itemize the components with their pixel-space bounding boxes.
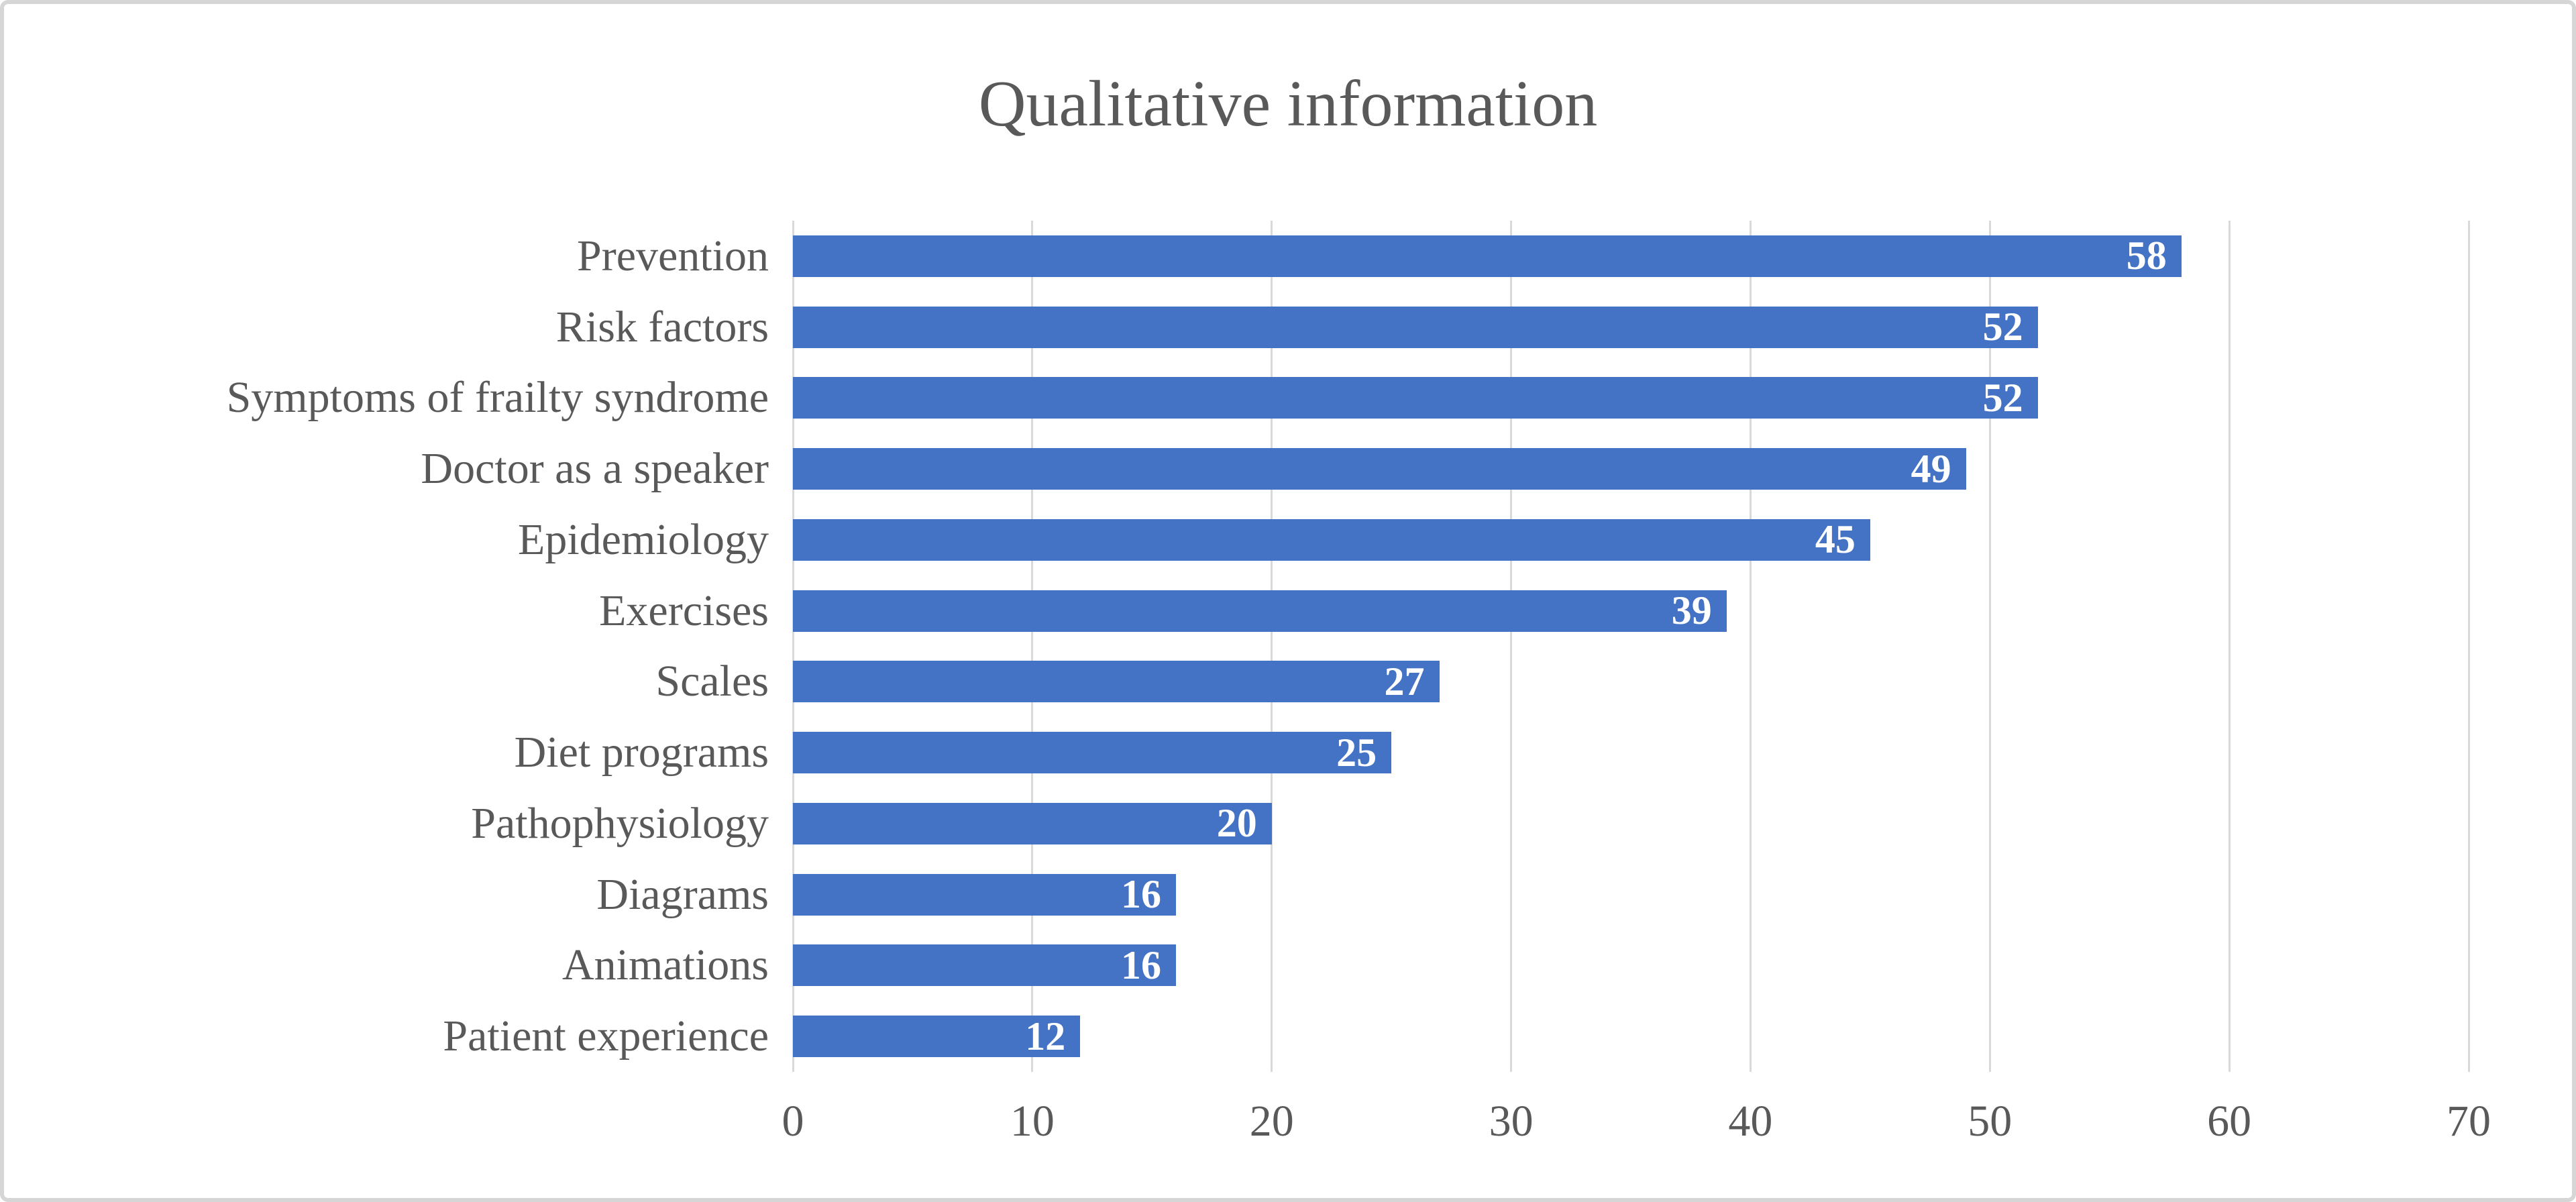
bar: 12 — [793, 1014, 1081, 1058]
x-tick-label: 70 — [2447, 1097, 2491, 1146]
category-label: Doctor as a speaker — [421, 444, 769, 494]
gridline — [1031, 221, 1034, 1072]
value-label: 58 — [2126, 233, 2167, 278]
value-label: 52 — [1982, 305, 2023, 349]
value-label: 16 — [1120, 942, 1161, 987]
category-label: Diagrams — [596, 869, 769, 919]
category-label: Diet programs — [514, 728, 769, 777]
category-label: Animations — [562, 940, 769, 990]
bar: 25 — [793, 730, 1392, 775]
category-label: Risk factors — [555, 302, 769, 351]
category-label: Epidemiology — [518, 514, 769, 564]
x-tick-label: 10 — [1010, 1097, 1055, 1146]
bar: 27 — [793, 659, 1440, 704]
bar: 52 — [793, 375, 2038, 420]
plot-area: 58 52 52 49 45 39 27 25 20 16 16 12 — [792, 221, 2470, 1072]
bar: 45 — [793, 517, 1870, 562]
x-tick-label: 0 — [782, 1097, 804, 1146]
value-label: 25 — [1336, 730, 1377, 775]
bar: 52 — [793, 305, 2038, 349]
value-label: 45 — [1815, 517, 1856, 562]
bar: 39 — [793, 588, 1727, 633]
value-label: 16 — [1120, 872, 1161, 917]
gridline — [1510, 221, 1513, 1072]
gridline — [2228, 221, 2231, 1072]
category-label: Pathophysiology — [471, 798, 769, 848]
category-label: Patient experience — [443, 1012, 769, 1061]
bar: 58 — [793, 233, 2182, 278]
gridline — [1988, 221, 1991, 1072]
gridline — [1271, 221, 1273, 1072]
bar: 20 — [793, 801, 1272, 846]
value-label: 52 — [1982, 375, 2023, 420]
bar: 16 — [793, 872, 1176, 917]
category-label: Scales — [655, 657, 769, 706]
value-label: 49 — [1911, 446, 1951, 491]
chart-title: Qualitative information — [978, 68, 1598, 140]
value-label: 39 — [1671, 588, 1712, 633]
gridline — [2467, 221, 2470, 1072]
x-tick-label: 20 — [1249, 1097, 1294, 1146]
bar: 49 — [793, 446, 1966, 491]
category-label: Exercises — [599, 586, 769, 635]
value-label: 12 — [1025, 1014, 1066, 1058]
gridline — [792, 221, 794, 1072]
x-tick-label: 60 — [2207, 1097, 2252, 1146]
category-label: Symptoms of frailty syndrome — [226, 373, 769, 423]
value-label: 20 — [1216, 801, 1257, 846]
category-label: Prevention — [577, 231, 769, 280]
x-tick-label: 30 — [1489, 1097, 1534, 1146]
x-tick-label: 50 — [1968, 1097, 2012, 1146]
gridline — [1749, 221, 1752, 1072]
bar: 16 — [793, 942, 1176, 987]
value-label: 27 — [1384, 659, 1425, 704]
x-tick-label: 40 — [1728, 1097, 1773, 1146]
